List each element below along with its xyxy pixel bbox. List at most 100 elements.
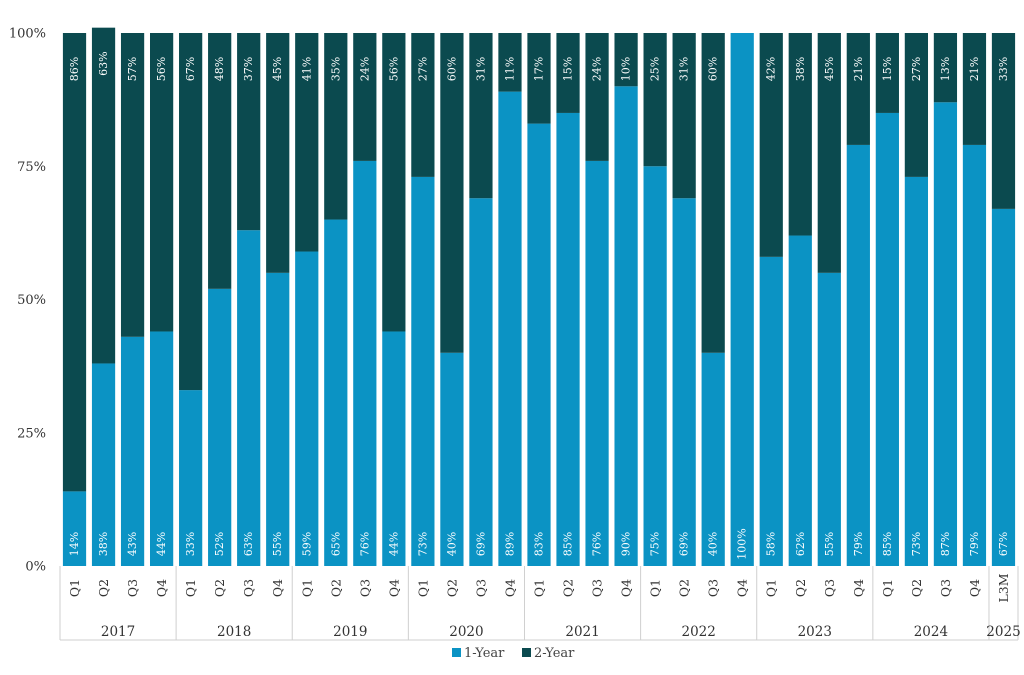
bar-two-year	[469, 33, 493, 199]
x-category-label: Q1	[67, 579, 82, 597]
data-label: 27%	[416, 57, 429, 81]
data-label: 33%	[997, 57, 1010, 81]
bar-one-year	[701, 352, 725, 566]
bar-one-year	[295, 251, 319, 566]
data-label: 15%	[881, 57, 894, 81]
data-label: 59%	[300, 532, 313, 556]
data-label: 69%	[678, 532, 691, 556]
x-category-label: Q4	[386, 579, 401, 597]
x-category-label: Q2	[444, 579, 459, 597]
data-label: 83%	[533, 532, 546, 556]
bar-two-year	[759, 33, 783, 257]
data-label: 76%	[591, 532, 604, 556]
x-category-label: Q4	[967, 579, 982, 597]
data-label: 38%	[794, 57, 807, 81]
data-label: 24%	[591, 57, 604, 81]
data-label: 90%	[620, 532, 633, 556]
bar-one-year	[179, 390, 203, 566]
x-category-label: Q1	[764, 579, 779, 597]
x-group-label: 2022	[681, 624, 715, 640]
bar-two-year	[411, 33, 435, 177]
x-category-label: Q2	[328, 579, 343, 597]
y-axis: 0% 25% 50% 75% 100%	[9, 27, 46, 575]
bar-one-year	[324, 219, 348, 567]
x-group-label: 2019	[333, 624, 367, 640]
bar-one-year	[875, 112, 899, 566]
bar-two-year	[614, 33, 638, 87]
bar-one-year	[91, 363, 116, 566]
data-label: 69%	[474, 532, 487, 556]
bar-one-year	[730, 33, 754, 566]
bar-one-year	[120, 336, 145, 566]
data-label: 65%	[329, 532, 342, 556]
bar-two-year	[672, 33, 696, 199]
bar-one-year	[237, 230, 261, 566]
bar-one-year	[411, 176, 435, 566]
data-label: 75%	[649, 532, 662, 556]
data-label: 60%	[707, 57, 720, 81]
x-category-label: Q4	[851, 579, 866, 597]
data-label: 11%	[503, 57, 516, 81]
bar-two-year	[208, 33, 232, 289]
x-category-label: Q3	[590, 579, 605, 597]
data-label: 13%	[939, 57, 952, 81]
data-label: 73%	[910, 532, 923, 556]
legend-swatch	[522, 648, 531, 657]
data-label: 17%	[533, 57, 546, 81]
data-label: 85%	[562, 532, 575, 556]
bar-two-year	[527, 33, 551, 124]
bar-one-year	[62, 491, 87, 566]
bar-one-year	[933, 102, 958, 566]
bar-two-year	[817, 33, 841, 273]
bar-two-year	[556, 33, 580, 113]
bar-two-year	[91, 27, 116, 364]
bar-two-year	[933, 33, 958, 103]
legend: 1-Year 2-Year	[452, 646, 575, 661]
bar-one-year	[962, 144, 987, 566]
data-label: 35%	[329, 57, 342, 81]
data-label: 21%	[968, 57, 981, 81]
bar-two-year	[295, 33, 319, 252]
data-label: 63%	[97, 51, 110, 75]
y-tick-label: 50%	[17, 293, 46, 308]
bar-two-year	[382, 33, 406, 332]
y-tick-label: 75%	[17, 160, 46, 175]
data-label: 42%	[765, 57, 778, 81]
data-label: 44%	[387, 532, 400, 556]
bar-two-year	[643, 33, 667, 167]
x-group-label: 2025	[986, 624, 1020, 640]
data-label: 86%	[68, 57, 81, 81]
x-category-label: Q1	[880, 579, 895, 597]
data-label: 41%	[300, 57, 313, 81]
bar-one-year	[469, 198, 493, 567]
x-category-label: Q1	[183, 579, 198, 597]
x-category-label: Q2	[212, 579, 227, 597]
data-label: 24%	[358, 57, 371, 81]
bar-one-year	[585, 160, 609, 567]
bar-one-year	[353, 160, 377, 567]
data-label: 38%	[97, 532, 110, 556]
bar-one-year	[672, 198, 696, 567]
x-category-label: Q1	[415, 579, 430, 597]
data-label: 31%	[474, 57, 487, 81]
x-category-label: Q2	[561, 579, 576, 597]
data-label: 79%	[968, 532, 981, 556]
bar-one-year	[382, 331, 406, 566]
data-label: 56%	[155, 57, 168, 81]
bar-two-year	[585, 33, 609, 161]
data-label: 73%	[416, 532, 429, 556]
x-group-label: 2017	[101, 624, 135, 640]
data-label: 33%	[184, 532, 197, 556]
data-label: 45%	[823, 57, 836, 81]
bar-one-year	[149, 331, 174, 566]
bar-one-year	[208, 288, 232, 566]
bar-two-year	[440, 33, 464, 353]
bars: 14% 86% 38% 63% 43% 57% 44% 56% 33% 67% 52% 48% 63% 3…	[62, 27, 1016, 567]
x-category-label: Q2	[793, 579, 808, 597]
bar-one-year	[991, 208, 1016, 566]
data-label: 76%	[358, 532, 371, 556]
bar-two-year	[237, 33, 261, 231]
data-label: 14%	[68, 532, 81, 556]
data-label: 27%	[910, 57, 923, 81]
